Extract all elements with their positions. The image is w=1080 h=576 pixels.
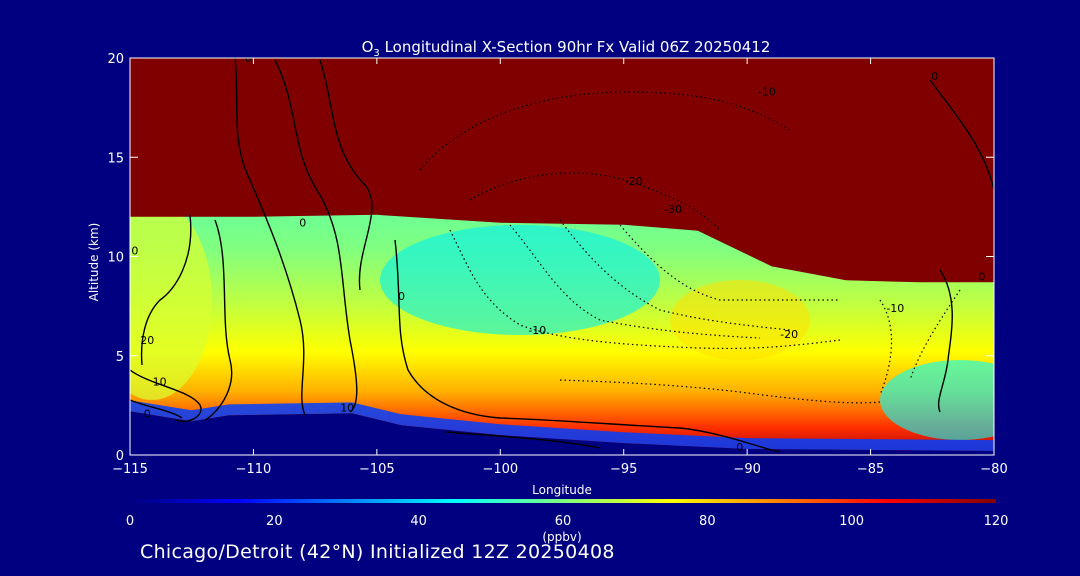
low-ozone-region xyxy=(380,225,660,335)
solid-contours xyxy=(130,58,994,453)
dotted-contours xyxy=(419,91,961,404)
contour-label: -10 xyxy=(886,302,904,315)
colorbar-tick-label: 40 xyxy=(410,514,427,529)
contour-label: -10 xyxy=(528,324,546,337)
y-tick-label: 5 xyxy=(116,350,124,365)
y-tick-label: 10 xyxy=(107,251,124,266)
colorbar-tick-label: 60 xyxy=(555,514,572,529)
init-info-footer: Chicago/Detroit (42°N) Initialized 12Z 2… xyxy=(140,541,615,563)
contour-label: 0 xyxy=(398,290,405,303)
contour-line xyxy=(444,431,601,449)
contour-label: 0 xyxy=(736,441,743,454)
x-tick-label: −85 xyxy=(857,462,884,477)
colorbar-tick-label: 80 xyxy=(699,514,716,529)
y-tick-label: 0 xyxy=(116,449,124,464)
x-tick-label: −90 xyxy=(733,462,760,477)
contour-label: -20 xyxy=(780,328,798,341)
terrain-mask xyxy=(130,411,994,455)
x-tick-label: −100 xyxy=(482,462,518,477)
colorbar-unit-label: (ppbv) xyxy=(542,530,581,544)
x-tick-label: −115 xyxy=(112,462,148,477)
colorbar-tick-label: 0 xyxy=(126,514,134,529)
contour-line xyxy=(130,399,183,419)
colorbar xyxy=(130,499,996,503)
contour-line xyxy=(419,91,791,171)
contour-line xyxy=(929,79,994,191)
contour-label: 0 xyxy=(131,245,138,258)
contour-label: -10 xyxy=(758,86,776,99)
chart-title: O3 Longitudinal X-Section 90hr Fx Valid … xyxy=(362,38,771,59)
contour-label: 0 xyxy=(144,407,151,420)
contour-line xyxy=(234,58,306,416)
colorbar-tick-label: 100 xyxy=(839,514,864,529)
contour-line xyxy=(619,224,840,301)
stratospheric-ozone-region xyxy=(130,58,994,283)
contour-line xyxy=(469,172,721,231)
contour-line xyxy=(559,379,881,404)
surface-low-ozone-layer xyxy=(130,400,994,451)
y-axis-label: Altitude (km) xyxy=(87,223,101,302)
contour-line xyxy=(130,369,202,422)
plot-area: 0 0 -10 -20 -30 0 0 0 -10 -20 -10 0 20 10 0 10 0 xyxy=(130,52,994,455)
colorbar-tick-label: 120 xyxy=(984,514,1009,529)
x-axis-label: Longitude xyxy=(532,483,592,497)
colorbar-tick-label: 20 xyxy=(266,514,283,529)
contour-line xyxy=(274,59,358,413)
contour-label: 0 xyxy=(299,217,306,230)
x-tick-label: −110 xyxy=(236,462,272,477)
contour-label: 10 xyxy=(153,376,167,389)
contour-line xyxy=(394,239,781,453)
y-axis: 0 5 10 15 20 xyxy=(107,52,994,464)
contour-label: 20 xyxy=(140,334,154,347)
contour-label: -30 xyxy=(664,203,682,216)
y-tick-label: 20 xyxy=(107,52,124,67)
y-tick-label: 15 xyxy=(107,151,124,166)
x-tick-label: −105 xyxy=(359,462,395,477)
contour-label: 0 xyxy=(245,52,252,65)
contour-line xyxy=(319,59,373,291)
ozone-anomaly-blobs xyxy=(130,200,994,440)
high-ozone-region xyxy=(670,280,810,360)
contour-labels: 0 0 -10 -20 -30 0 0 0 -10 -20 -10 0 20 10 0 10 0 xyxy=(131,52,985,454)
low-ozone-region xyxy=(880,360,994,440)
contour-line xyxy=(140,214,192,366)
contour-line xyxy=(204,219,233,421)
contour-line xyxy=(938,269,953,413)
contour-label: 0 xyxy=(978,270,985,283)
contour-label: 0 xyxy=(931,70,938,83)
contour-line xyxy=(559,219,791,331)
high-ozone-region xyxy=(130,200,212,400)
x-axis: −115 −110 −105 −100 −95 −90 −85 −80 xyxy=(112,58,1008,477)
contour-label: 10 xyxy=(340,401,354,414)
colorbar-ticks: 0 20 40 60 80 100 120 xyxy=(126,514,1009,529)
x-tick-label: −80 xyxy=(980,462,1007,477)
x-tick-label: −95 xyxy=(610,462,637,477)
contour-label: -20 xyxy=(625,175,643,188)
